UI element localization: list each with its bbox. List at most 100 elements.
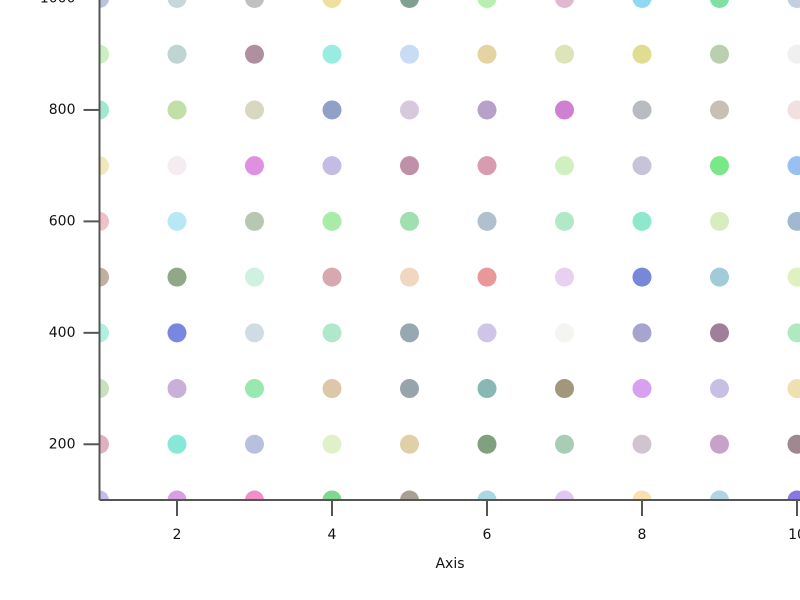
x-tick-label: 8 [638, 527, 647, 543]
point [787, 100, 800, 120]
point [167, 490, 187, 500]
point [710, 211, 729, 231]
point [710, 44, 729, 64]
point [400, 0, 419, 8]
point [710, 100, 729, 120]
x-axis-label: Axis [435, 556, 464, 572]
point [99, 379, 109, 399]
point [477, 267, 497, 287]
point [632, 490, 652, 500]
point [245, 490, 264, 500]
point [322, 379, 342, 399]
point [400, 434, 419, 454]
point [322, 323, 342, 343]
point [400, 156, 419, 176]
point [167, 0, 187, 8]
x-tick-label: 4 [328, 527, 337, 543]
point [787, 0, 800, 8]
point [787, 323, 800, 343]
point [400, 323, 419, 343]
point [710, 323, 729, 343]
point [245, 156, 264, 176]
point [245, 267, 264, 287]
point [710, 0, 729, 8]
point [632, 44, 652, 64]
point [322, 434, 342, 454]
point [555, 100, 574, 120]
point [555, 434, 574, 454]
point [99, 323, 109, 343]
point [322, 267, 342, 287]
point [555, 323, 574, 343]
point [400, 490, 419, 500]
point [710, 267, 729, 287]
point [477, 323, 497, 343]
point [632, 267, 652, 287]
point [167, 323, 187, 343]
point [477, 434, 497, 454]
point [99, 0, 109, 8]
point [555, 44, 574, 64]
point [322, 211, 342, 231]
point [710, 156, 729, 176]
point [555, 211, 574, 231]
point [99, 44, 109, 64]
point [710, 379, 729, 399]
y-tick-label: 800 [49, 102, 76, 118]
point [555, 156, 574, 176]
plot-area [99, 0, 800, 500]
point [400, 379, 419, 399]
point [99, 434, 109, 454]
point [245, 211, 264, 231]
point [787, 44, 800, 64]
point [167, 156, 187, 176]
point [400, 100, 419, 120]
y-tick-label: 200 [49, 436, 76, 452]
point [322, 100, 342, 120]
point [322, 44, 342, 64]
point [632, 0, 652, 8]
point [787, 156, 800, 176]
point [400, 211, 419, 231]
point [555, 267, 574, 287]
point [477, 379, 497, 399]
point [477, 211, 497, 231]
y-tick-label: 600 [49, 213, 76, 229]
point [787, 211, 800, 231]
point [322, 0, 342, 8]
point [167, 211, 187, 231]
point [99, 267, 109, 287]
point [555, 490, 574, 500]
point [245, 379, 264, 399]
point [632, 156, 652, 176]
point [477, 490, 497, 500]
x-tick-label: 6 [483, 527, 492, 543]
point [632, 434, 652, 454]
point [99, 490, 109, 500]
point [710, 434, 729, 454]
point [99, 211, 109, 231]
y-tick-label: 1000 [40, 0, 76, 7]
point [167, 44, 187, 64]
point [632, 211, 652, 231]
point [632, 379, 652, 399]
point [245, 100, 264, 120]
point [99, 100, 109, 120]
point [245, 434, 264, 454]
point [167, 100, 187, 120]
point [632, 323, 652, 343]
point [710, 490, 729, 500]
point [477, 156, 497, 176]
x-tick-label: 10 [788, 527, 800, 543]
point [787, 490, 800, 500]
point [787, 267, 800, 287]
point [322, 490, 342, 500]
point [167, 379, 187, 399]
point [400, 267, 419, 287]
point [400, 44, 419, 64]
point [167, 434, 187, 454]
x-tick-label: 2 [173, 527, 182, 543]
point [322, 156, 342, 176]
point [632, 100, 652, 120]
